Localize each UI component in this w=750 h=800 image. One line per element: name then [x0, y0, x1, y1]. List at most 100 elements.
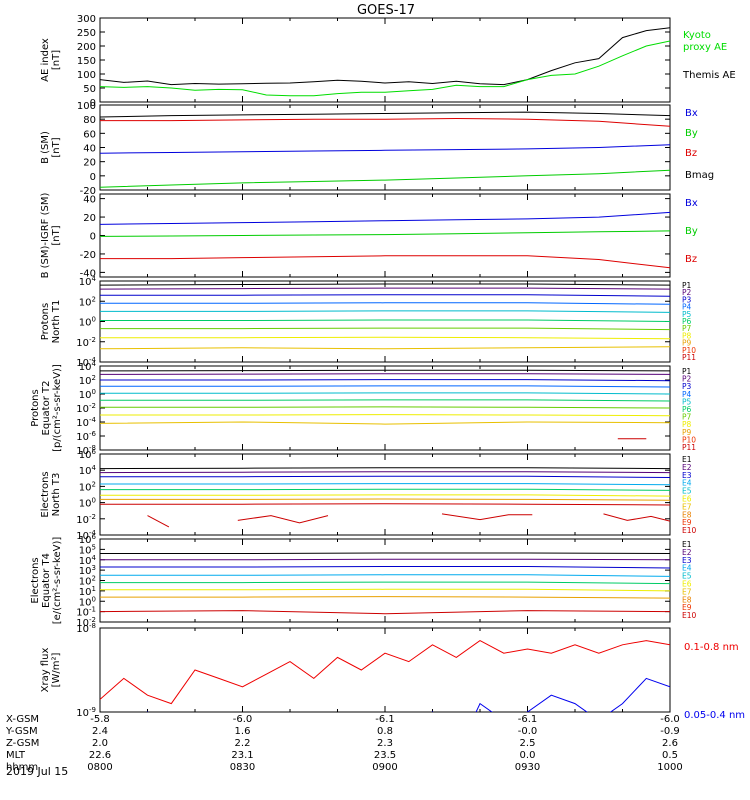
- series-group: [100, 640, 670, 712]
- legend-entry: E6: [682, 495, 692, 504]
- series-line-e4: [100, 483, 670, 486]
- y-tick-label: 10-2: [76, 336, 96, 349]
- x-tick-value: 2.2: [235, 738, 251, 749]
- legend-entry: E1: [682, 455, 692, 464]
- y-tick-label: 40: [83, 195, 96, 206]
- y-axis-label: B (SM)[nT]: [40, 131, 62, 164]
- legend-entry: E4: [682, 564, 692, 573]
- series-line-e1: [100, 467, 670, 470]
- legend-entry: E3: [682, 556, 692, 565]
- legend-entry: P10: [682, 435, 696, 444]
- panel-b_igrf: -40 -20 0 20 40 B (SM)-IGRF (SM)[nT] Bx By Bz: [40, 193, 698, 280]
- x-tick-value: 0930: [515, 762, 540, 773]
- series-line-p5: [100, 392, 670, 395]
- x-tick-value: -5.8: [90, 714, 110, 725]
- legend-entry: P2: [682, 375, 692, 384]
- x-tick-value: -0.0: [518, 726, 538, 737]
- legend-entry: Bx: [685, 108, 698, 119]
- series-line-p7: [100, 327, 670, 331]
- legend-entry: By: [685, 226, 698, 237]
- x-tick-value: -6.1: [375, 714, 395, 725]
- series-line-p5: [100, 310, 670, 313]
- series-line-p6: [100, 399, 670, 402]
- y-tick-label: -40: [80, 268, 96, 279]
- x-tick-value: 0800: [87, 762, 112, 773]
- y-tick-label: 100: [79, 497, 96, 510]
- series-line-e2: [100, 558, 670, 561]
- legend-entry: E5: [682, 572, 692, 581]
- y-tick-label: 10-8: [76, 622, 96, 635]
- x-tick-value: 23.1: [231, 750, 253, 761]
- x-tick-value: 2.3: [377, 738, 393, 749]
- date-label: 2019 Jul 15: [6, 765, 68, 778]
- series-line-e4: [100, 574, 670, 577]
- x-tick-value: -6.0: [233, 714, 253, 725]
- series-segment: [237, 515, 329, 524]
- x-tick-value: 0900: [372, 762, 397, 773]
- legend-entry: P6: [682, 317, 692, 326]
- y-tick-label: 150: [77, 56, 96, 67]
- panel-protons_equator: 10410210010-210-410-610-8ProtonsEquator …: [30, 360, 696, 457]
- x-row-label: Y-GSM: [5, 726, 38, 737]
- series-group: [100, 27, 670, 97]
- series-group: [100, 283, 670, 350]
- series-line-e6: [100, 588, 670, 592]
- x-row-label: X-GSM: [6, 714, 39, 725]
- x-row-label: hhmm: [6, 762, 38, 773]
- y-tick-label: 200: [77, 42, 96, 53]
- y-tick-label: 10-4: [76, 416, 96, 429]
- panel-frame: [99, 538, 671, 623]
- x-tick-value: 0.5: [662, 750, 678, 761]
- panel-b: -20 0 20 40 60 80 100 B (SM)[nT] Bx By Bz Bmag: [40, 101, 714, 197]
- legend-entry: P5: [682, 310, 692, 319]
- x-tick-value: 1.6: [235, 726, 251, 737]
- y-tick-label: 20: [83, 158, 96, 169]
- series-line-bmag: [100, 111, 670, 118]
- legend-entry: P11: [682, 353, 696, 362]
- series-segment: [441, 513, 533, 521]
- y-tick-label: 300: [77, 14, 96, 25]
- y-tick-label: 102: [79, 295, 96, 308]
- x-tick-value: 0830: [230, 762, 255, 773]
- plot-title: GOES-17: [357, 3, 415, 18]
- x-tick-value: 2.4: [92, 726, 108, 737]
- y-axis-label: ProtonsEquator T2[p/(cm²-s-sr-keV)]: [30, 364, 63, 452]
- legend-entry: P6: [682, 405, 692, 414]
- y-tick-label: 104: [79, 360, 97, 373]
- y-axis-label: Xray flux[W/m²]: [40, 648, 62, 693]
- legend-entry: P7: [682, 413, 692, 422]
- series-line-p8: [100, 336, 670, 340]
- panel-frame: [99, 627, 671, 713]
- y-tick-label: -20: [80, 186, 96, 197]
- legend-entry: E10: [682, 526, 697, 535]
- series-line-e5: [100, 581, 670, 585]
- series-line-themis-ae: [100, 27, 670, 86]
- y-tick-label: 250: [77, 28, 96, 39]
- series-line-0-05-0-4-nm: [146, 677, 670, 712]
- y-axis-label: ElectronsNorth T3: [40, 471, 62, 517]
- y-tick-label: 106: [79, 448, 97, 461]
- series-line-e8: [100, 503, 670, 506]
- y-axis-label: B (SM)-IGRF (SM)[nT]: [40, 193, 62, 279]
- series-line-bx: [100, 144, 670, 154]
- legend-entry: E6: [682, 580, 692, 589]
- series-line-e2: [100, 471, 670, 474]
- x-tick-value: 1000: [657, 762, 682, 773]
- legend-entry: E2: [682, 463, 692, 472]
- legend-entry: By: [685, 128, 698, 139]
- y-axis-label: AE index[nT]: [40, 38, 62, 82]
- series-line-e6: [100, 494, 670, 497]
- series-line-0-1-0-8-nm: [100, 640, 670, 705]
- series-line-e8: [100, 610, 670, 615]
- y-axis-label: ProtonsNorth T1: [40, 300, 62, 344]
- legend-entry: P8: [682, 420, 692, 429]
- series-group: [100, 111, 670, 188]
- legend-entry: E3: [682, 471, 692, 480]
- x-row-label: MLT: [6, 750, 26, 761]
- legend-entry: 0.1-0.8 nm: [684, 642, 739, 653]
- series-line-kyoto-proxy-ae: [100, 40, 670, 97]
- legend-entry: 0.05-0.4 nm: [684, 710, 745, 721]
